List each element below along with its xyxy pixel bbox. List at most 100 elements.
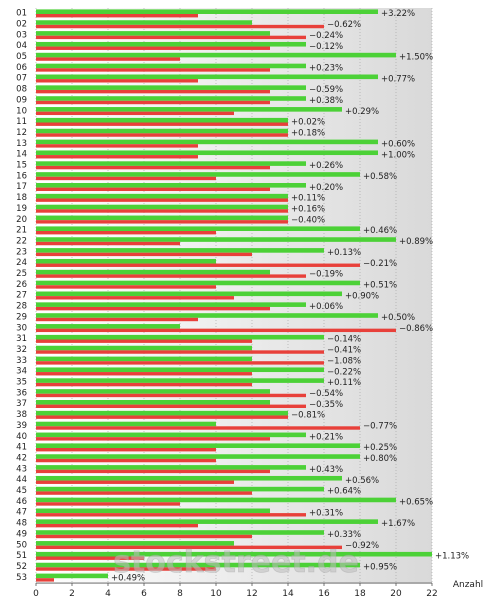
data-label: +0.90%	[345, 291, 379, 301]
row-label: 51	[16, 551, 27, 561]
bar-red	[36, 241, 180, 246]
row-label: 14	[16, 150, 27, 160]
bar-green	[36, 9, 378, 14]
bar-green	[36, 389, 270, 394]
bar-red	[36, 155, 198, 159]
bar-green	[36, 269, 270, 275]
data-label: +0.50%	[381, 313, 415, 323]
data-label: +0.80%	[363, 454, 397, 464]
data-label: +0.11%	[327, 378, 361, 388]
row-label: 20	[16, 215, 27, 225]
row-label: 48	[16, 519, 27, 529]
row-label: 11	[16, 117, 27, 127]
bar-red	[36, 209, 288, 213]
bar-red	[36, 361, 324, 365]
bar-green	[36, 519, 378, 524]
data-label: +0.06%	[309, 302, 343, 312]
bar-green	[36, 313, 378, 318]
data-label: +1.13%	[435, 552, 469, 562]
row-label: 33	[16, 356, 27, 366]
bar-red	[36, 35, 306, 40]
row-label: 30	[16, 323, 27, 333]
data-label: −0.86%	[399, 324, 433, 334]
bar-green	[36, 226, 360, 231]
data-label: +0.65%	[399, 497, 433, 507]
bar-green	[36, 183, 306, 188]
row-label: 04	[16, 41, 27, 51]
bar-green	[36, 96, 306, 101]
row-label: 07	[16, 74, 27, 84]
bar-green	[36, 345, 252, 351]
bar-red	[36, 79, 198, 83]
bar-red	[36, 350, 324, 354]
bar-green	[36, 63, 306, 69]
bar-green	[36, 172, 360, 177]
bar-green	[36, 258, 216, 264]
row-label: 29	[16, 312, 27, 322]
bar-red	[36, 14, 198, 18]
bar-red	[36, 68, 270, 72]
bar-red	[36, 46, 270, 50]
bar-red	[36, 513, 306, 517]
bar-red	[36, 545, 342, 550]
row-label: 15	[16, 161, 27, 171]
bar-red	[36, 100, 270, 105]
bar-green	[36, 128, 288, 134]
bar-red	[36, 534, 252, 539]
bar-red	[36, 133, 288, 137]
annotations: +3.22% −0.62%−0.24%−0.12% +1.50% +0.23% +0.7…	[111, 9, 469, 583]
row-label: 50	[16, 540, 27, 550]
row-labels: 0102030405060708091011121314151617181920…	[16, 9, 27, 583]
bar-green	[36, 324, 180, 329]
bar-green	[36, 117, 288, 123]
row-label: 19	[16, 204, 27, 214]
row-label: 45	[16, 486, 27, 496]
bar-red	[36, 339, 252, 343]
row-label: 26	[16, 280, 27, 290]
row-label: 47	[16, 508, 27, 518]
data-label: −0.22%	[327, 367, 361, 377]
bar-green	[36, 161, 306, 166]
bar-red	[36, 285, 216, 289]
bar-red	[36, 198, 288, 202]
bar-red	[36, 556, 144, 560]
bar-green	[36, 193, 288, 199]
bar-green	[36, 20, 252, 25]
x-tick-label: 6	[141, 589, 147, 599]
bar-red	[36, 176, 216, 181]
bar-red	[36, 502, 180, 506]
bar-green	[36, 204, 288, 210]
bar-red	[36, 437, 270, 441]
data-label: +0.11%	[291, 194, 325, 204]
watermark: stockstreet.de	[113, 545, 359, 580]
row-label: 22	[16, 236, 27, 246]
bar-red	[36, 480, 234, 484]
bar-red	[36, 469, 270, 474]
row-label: 38	[16, 410, 27, 420]
bar-green	[36, 291, 342, 297]
row-label: 37	[16, 399, 27, 409]
row-label: 39	[16, 421, 27, 431]
bar-red	[36, 274, 306, 278]
row-label: 09	[16, 95, 27, 105]
data-label: +0.46%	[363, 226, 397, 236]
x-tick-label: 14	[282, 589, 294, 599]
data-label: −0.21%	[363, 259, 397, 269]
bar-green	[36, 432, 306, 438]
data-label: −0.12%	[309, 42, 343, 52]
bar-red	[36, 252, 252, 257]
row-label: 16	[16, 171, 27, 181]
row-label: 06	[16, 63, 27, 73]
row-label: 13	[16, 139, 27, 149]
row-label: 52	[16, 562, 27, 572]
row-label: 10	[16, 106, 27, 116]
bars	[36, 9, 432, 582]
data-label: −0.54%	[309, 389, 343, 399]
row-label: 23	[16, 247, 27, 257]
x-tick-label: 0	[33, 589, 39, 599]
data-label: +0.31%	[309, 508, 343, 518]
row-label: 01	[16, 9, 27, 19]
bar-green	[36, 280, 360, 286]
row-label: 40	[16, 432, 27, 442]
